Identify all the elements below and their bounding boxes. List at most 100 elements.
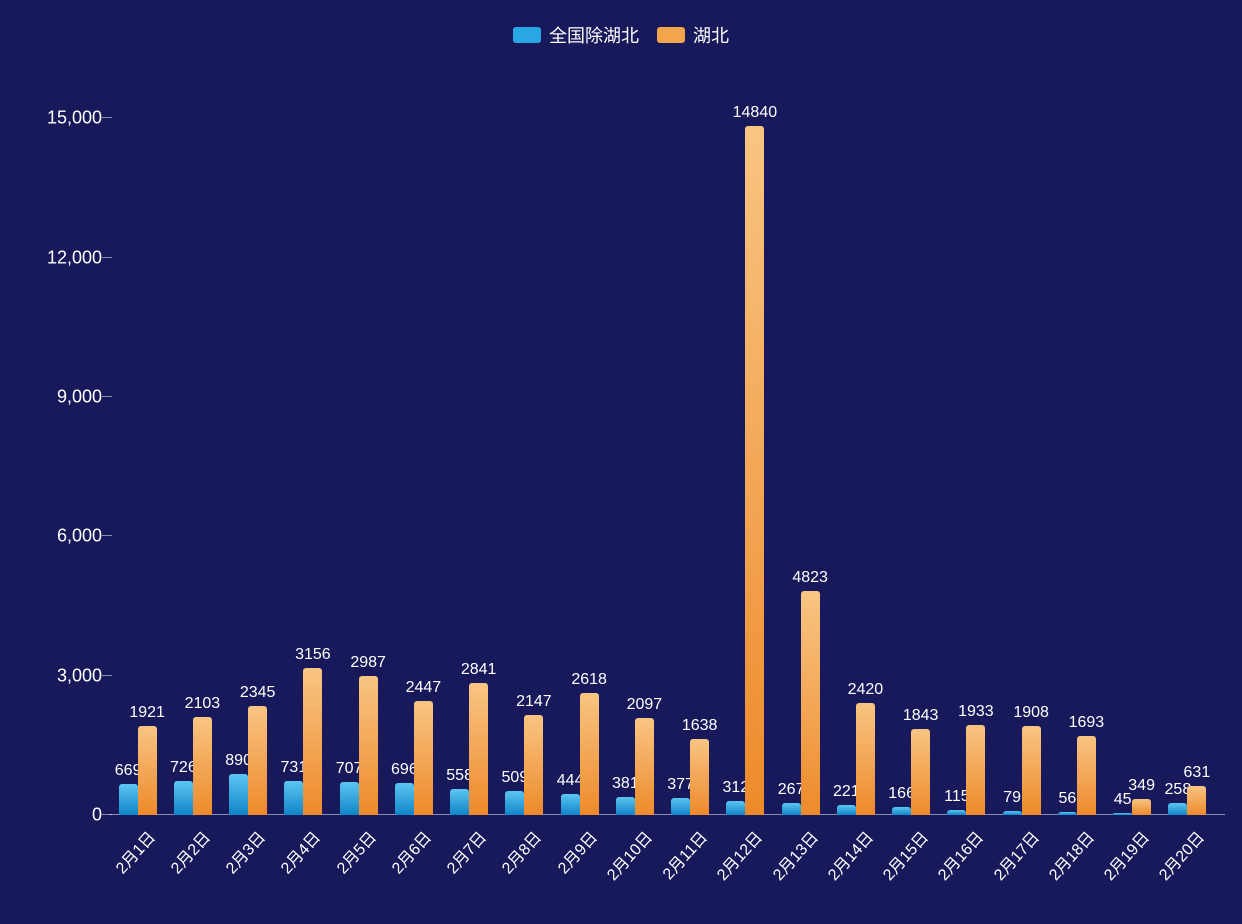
bar-series-0[interactable]: 79: [1003, 811, 1022, 815]
bar-group: 7262103: [174, 717, 212, 815]
bar-series-1[interactable]: 1933: [966, 725, 985, 815]
bar-group: 1151933: [947, 725, 985, 815]
bar-value-label: 4823: [792, 569, 828, 587]
bar-series-1[interactable]: 631: [1187, 786, 1206, 815]
bar-series-0[interactable]: 221: [837, 805, 856, 815]
bar-series-1[interactable]: 3156: [303, 668, 322, 815]
legend-label-series-1: 湖北: [693, 22, 729, 48]
bar-value-label: 1843: [903, 707, 939, 725]
x-axis-label: 2月11日: [656, 825, 712, 884]
bar-series-0[interactable]: 509: [505, 791, 524, 815]
bar-series-0[interactable]: 56: [1058, 812, 1077, 815]
bar-value-label: 56: [1058, 790, 1076, 808]
x-axis-label: 2月6日: [385, 825, 436, 878]
y-tick: [102, 396, 112, 397]
y-tick: [102, 675, 112, 676]
plot-area: 66919212月1日72621032月2日89023452月3日7313156…: [110, 95, 1225, 815]
x-axis-label: 2月15日: [876, 825, 933, 885]
bar-group: 8902345: [229, 706, 267, 815]
y-tick: [102, 535, 112, 536]
bar-value-label: 2103: [185, 695, 221, 713]
legend: 全国除湖北 湖北: [0, 22, 1242, 48]
x-axis-label: 2月9日: [550, 825, 601, 878]
bar-group: 2212420: [837, 703, 875, 815]
y-axis-label: 9,000: [12, 386, 102, 407]
bar-chart: 全国除湖北 湖北 66919212月1日72621032月2日89023452月…: [0, 0, 1242, 924]
bar-series-0[interactable]: 669: [119, 784, 138, 815]
bar-series-1[interactable]: 2618: [580, 693, 599, 815]
bar-value-label: 2420: [848, 681, 884, 699]
legend-item-series-1[interactable]: 湖北: [657, 22, 729, 48]
y-tick: [102, 814, 112, 815]
bar-series-1[interactable]: 2147: [524, 715, 543, 815]
x-axis-label: 2月12日: [710, 825, 767, 885]
bar-series-1[interactable]: 14840: [745, 126, 764, 815]
x-axis-label: 2月2日: [164, 825, 215, 878]
bar-series-1[interactable]: 1638: [690, 739, 709, 815]
bar-series-1[interactable]: 2987: [359, 676, 378, 815]
bar-series-1[interactable]: 2097: [635, 718, 654, 815]
y-axis-label: 6,000: [12, 526, 102, 547]
y-axis-label: 15,000: [12, 108, 102, 129]
bar-group: 6691921: [119, 726, 157, 815]
bar-series-0[interactable]: 45: [1113, 813, 1132, 815]
x-axis-label: 2月7日: [440, 825, 491, 878]
bar-series-0[interactable]: 166: [892, 807, 911, 815]
bar-series-1[interactable]: 1921: [138, 726, 157, 815]
bar-group: 258631: [1168, 786, 1206, 815]
bar-series-0[interactable]: 258: [1168, 803, 1187, 815]
bar-series-0[interactable]: 731: [284, 781, 303, 815]
y-tick: [102, 117, 112, 118]
legend-item-series-0[interactable]: 全国除湖北: [513, 22, 639, 48]
bar-value-label: 1921: [129, 704, 165, 722]
bar-series-0[interactable]: 726: [174, 781, 193, 815]
y-axis-label: 12,000: [12, 247, 102, 268]
x-axis-label: 2月4日: [274, 825, 325, 878]
bar-value-label: 1908: [1013, 704, 1049, 722]
bar-value-label: 2345: [240, 684, 276, 702]
x-axis-label: 2月20日: [1152, 825, 1209, 885]
bar-series-0[interactable]: 267: [782, 803, 801, 815]
bar-series-1[interactable]: 2103: [193, 717, 212, 815]
bar-series-1[interactable]: 349: [1132, 799, 1151, 815]
bar-group: 791908: [1003, 726, 1041, 815]
y-axis-label: 3,000: [12, 665, 102, 686]
bar-group: 31214840: [726, 126, 764, 815]
bar-series-0[interactable]: 558: [450, 789, 469, 815]
x-axis-label: 2月13日: [765, 825, 822, 885]
bar-series-0[interactable]: 890: [229, 774, 248, 815]
bar-series-0[interactable]: 444: [561, 794, 580, 815]
bar-series-0[interactable]: 707: [340, 782, 359, 815]
x-axis-label: 2月1日: [108, 825, 159, 878]
bar-series-1[interactable]: 2841: [469, 683, 488, 815]
bar-series-1[interactable]: 2420: [856, 703, 875, 815]
bar-series-0[interactable]: 381: [616, 797, 635, 815]
bar-series-1[interactable]: 2345: [248, 706, 267, 815]
bar-series-0[interactable]: 377: [671, 798, 690, 816]
bar-value-label: 14840: [733, 104, 778, 122]
bar-series-1[interactable]: 4823: [801, 591, 820, 815]
bar-group: 3812097: [616, 718, 654, 815]
bar-group: 4442618: [561, 693, 599, 815]
bar-group: 7313156: [284, 668, 322, 815]
bar-series-0[interactable]: 115: [947, 810, 966, 815]
bar-group: 5582841: [450, 683, 488, 815]
bar-series-1[interactable]: 1843: [911, 729, 930, 815]
bar-group: 5092147: [505, 715, 543, 815]
x-axis-label: 2月16日: [931, 825, 988, 885]
bar-group: 561693: [1058, 736, 1096, 815]
y-axis-label: 0: [12, 805, 102, 826]
bar-value-label: 631: [1184, 764, 1211, 782]
bar-series-0[interactable]: 696: [395, 783, 414, 815]
bar-value-label: 79: [1003, 789, 1021, 807]
bar-series-1[interactable]: 2447: [414, 701, 433, 815]
bar-value-label: 2841: [461, 661, 497, 679]
bar-series-1[interactable]: 1693: [1077, 736, 1096, 815]
bar-series-1[interactable]: 1908: [1022, 726, 1041, 815]
x-axis-label: 2月5日: [329, 825, 380, 878]
x-axis-label: 2月10日: [600, 825, 657, 885]
bar-group: 1661843: [892, 729, 930, 815]
bar-series-0[interactable]: 312: [726, 801, 745, 815]
bar-value-label: 2447: [406, 679, 442, 697]
x-axis-label: 2月19日: [1097, 825, 1154, 885]
